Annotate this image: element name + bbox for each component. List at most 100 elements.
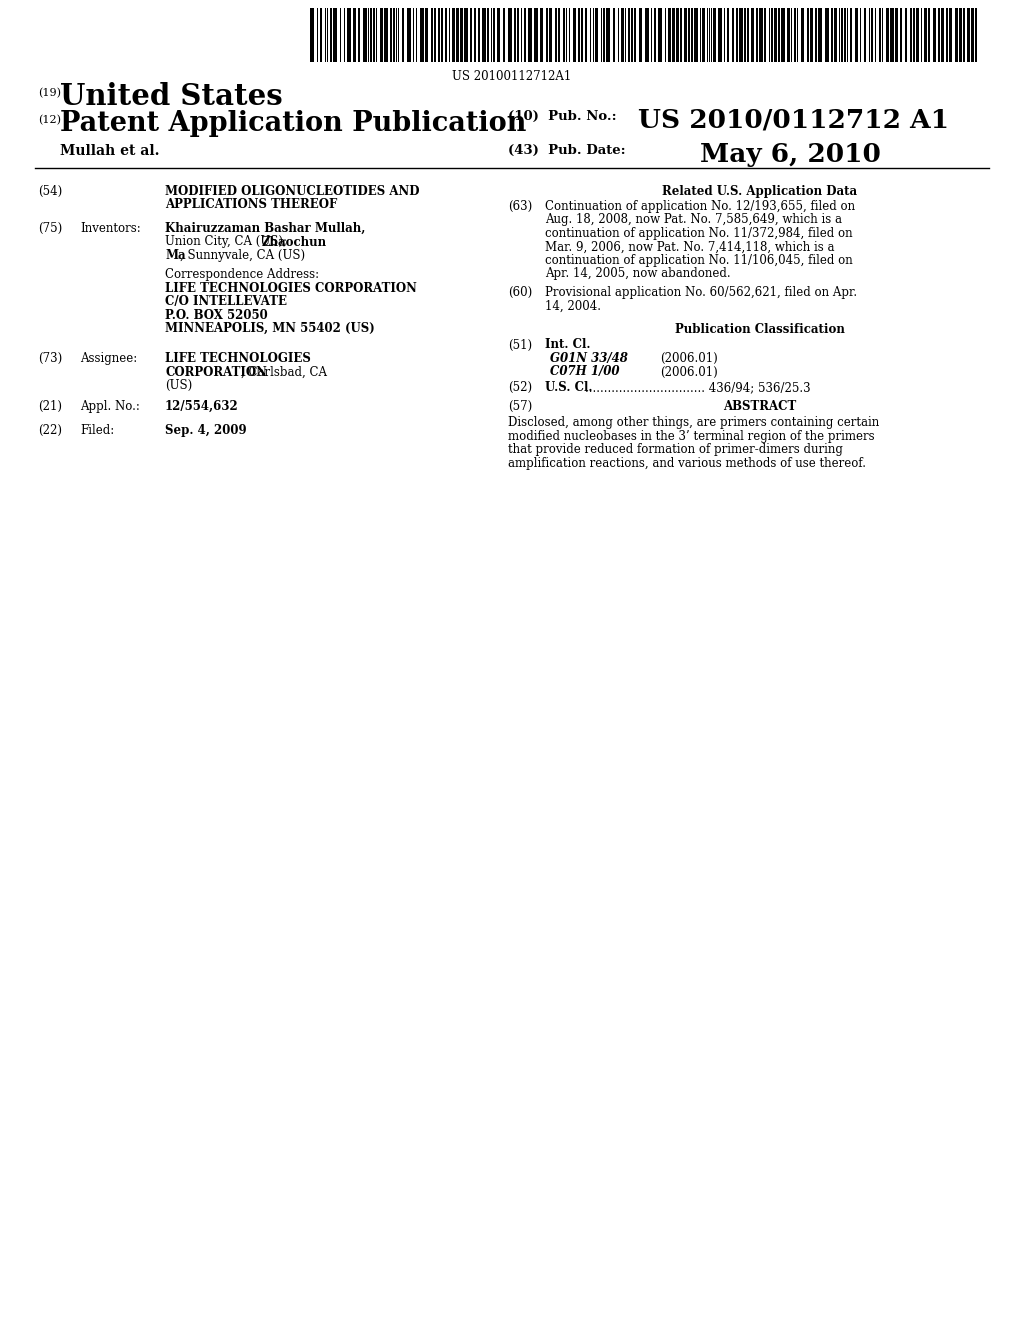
Text: Zhaochun: Zhaochun (262, 235, 327, 248)
Bar (508, 8, 512, 62)
Text: 12/554,632: 12/554,632 (165, 400, 239, 413)
Text: U.S. Cl.: U.S. Cl. (545, 381, 593, 393)
Bar (362, 8, 367, 62)
Text: (2006.01): (2006.01) (660, 366, 718, 379)
Bar (924, 8, 927, 62)
Text: (51): (51) (508, 338, 532, 351)
Bar (540, 8, 543, 62)
Text: Mullah et al.: Mullah et al. (60, 144, 160, 158)
Bar (358, 8, 360, 62)
Bar (916, 8, 919, 62)
Bar (946, 8, 948, 62)
Bar (514, 8, 516, 62)
Text: Assignee:: Assignee: (80, 352, 137, 366)
Bar (503, 8, 505, 62)
Bar (732, 8, 734, 62)
Bar (871, 8, 873, 62)
Text: APPLICATIONS THEREOF: APPLICATIONS THEREOF (165, 198, 337, 211)
Bar (756, 8, 758, 62)
Bar (810, 8, 813, 62)
Bar (825, 8, 829, 62)
Bar (850, 8, 852, 62)
Bar (407, 8, 411, 62)
Bar (955, 8, 958, 62)
Bar (487, 8, 489, 62)
Text: C07H 1/00: C07H 1/00 (550, 366, 620, 379)
Text: Correspondence Address:: Correspondence Address: (165, 268, 319, 281)
Text: Filed:: Filed: (80, 424, 115, 437)
Bar (933, 8, 936, 62)
Text: (52): (52) (508, 381, 532, 393)
Bar (680, 8, 682, 62)
Bar (420, 8, 424, 62)
Bar (746, 8, 749, 62)
Bar (900, 8, 902, 62)
Bar (676, 8, 679, 62)
Bar (595, 8, 598, 62)
Bar (774, 8, 777, 62)
Bar (621, 8, 624, 62)
Bar (330, 8, 332, 62)
Text: LIFE TECHNOLOGIES: LIFE TECHNOLOGIES (165, 352, 311, 366)
Bar (771, 8, 773, 62)
Bar (555, 8, 557, 62)
Bar (482, 8, 486, 62)
Bar (739, 8, 743, 62)
Text: , Carlsbad, CA: , Carlsbad, CA (241, 366, 327, 379)
Bar (425, 8, 428, 62)
Bar (370, 8, 372, 62)
Bar (613, 8, 615, 62)
Text: US 2010/0112712 A1: US 2010/0112712 A1 (638, 108, 949, 133)
Bar (818, 8, 822, 62)
Bar (581, 8, 583, 62)
Text: Disclosed, among other things, are primers containing certain: Disclosed, among other things, are prime… (508, 416, 880, 429)
Text: (75): (75) (38, 222, 62, 235)
Bar (764, 8, 766, 62)
Bar (441, 8, 443, 62)
Bar (558, 8, 560, 62)
Bar (713, 8, 716, 62)
Text: C/O INTELLEVATE: C/O INTELLEVATE (165, 294, 287, 308)
Bar (938, 8, 940, 62)
Bar (654, 8, 656, 62)
Text: (2006.01): (2006.01) (660, 352, 718, 366)
Bar (975, 8, 977, 62)
Text: Appl. No.:: Appl. No.: (80, 400, 140, 413)
Text: P.O. BOX 52050: P.O. BOX 52050 (165, 309, 267, 322)
Bar (834, 8, 837, 62)
Bar (744, 8, 746, 62)
Text: Ma: Ma (165, 249, 185, 261)
Bar (971, 8, 974, 62)
Bar (967, 8, 970, 62)
Bar (384, 8, 388, 62)
Text: MINNEAPOLIS, MN 55402 (US): MINNEAPOLIS, MN 55402 (US) (165, 322, 375, 335)
Bar (794, 8, 796, 62)
Text: (12): (12) (38, 115, 61, 125)
Bar (895, 8, 898, 62)
Bar (672, 8, 675, 62)
Bar (333, 8, 337, 62)
Bar (578, 8, 580, 62)
Text: that provide reduced formation of primer-dimers during: that provide reduced formation of primer… (508, 444, 843, 455)
Bar (534, 8, 538, 62)
Text: Aug. 18, 2008, now Pat. No. 7,585,649, which is a: Aug. 18, 2008, now Pat. No. 7,585,649, w… (545, 214, 842, 227)
Bar (628, 8, 630, 62)
Bar (606, 8, 610, 62)
Bar (688, 8, 690, 62)
Text: ABSTRACT: ABSTRACT (723, 400, 797, 412)
Bar (905, 8, 907, 62)
Bar (431, 8, 433, 62)
Bar (493, 8, 495, 62)
Bar (910, 8, 912, 62)
Text: 14, 2004.: 14, 2004. (545, 300, 601, 313)
Text: Publication Classification: Publication Classification (675, 323, 845, 337)
Bar (546, 8, 548, 62)
Text: (10)  Pub. No.:: (10) Pub. No.: (508, 110, 616, 123)
Bar (959, 8, 962, 62)
Bar (517, 8, 519, 62)
Bar (563, 8, 565, 62)
Bar (855, 8, 858, 62)
Bar (639, 8, 642, 62)
Text: (19): (19) (38, 88, 61, 98)
Bar (631, 8, 633, 62)
